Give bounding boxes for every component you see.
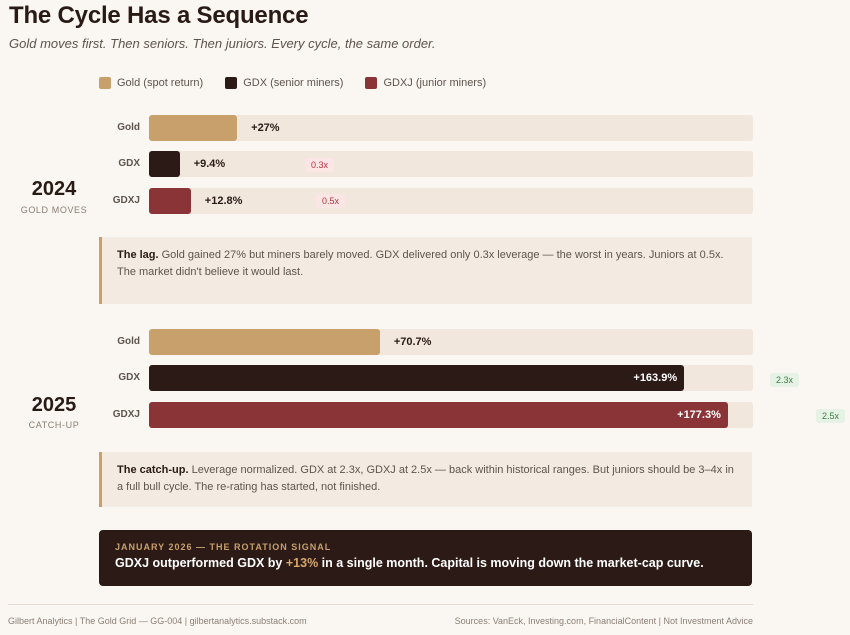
note-the-lag: The lag. Gold gained 27% but miners bare… <box>99 237 752 304</box>
legend-swatch-gdx <box>225 77 238 89</box>
legend-label-gdx: GDX (senior miners) <box>243 77 344 89</box>
leverage-badge-2024-gdx: 0.3x <box>305 158 335 172</box>
signal-text-after: in a single month. Capital is moving dow… <box>318 556 704 570</box>
footer-divider <box>8 604 753 605</box>
bar-2024-gdxj <box>149 188 191 214</box>
note-lag-lead: The lag. <box>117 249 159 261</box>
year-2024: 2024 <box>31 178 77 200</box>
value-label-2024-gdxj: +12.8% <box>204 195 243 207</box>
bar-2025-gdx <box>149 365 685 391</box>
legend: Gold (spot return) GDX (senior miners) G… <box>99 77 508 89</box>
note-lag-text: Gold gained 27% but miners barely moved.… <box>117 249 724 278</box>
legend-label-gold: Gold (spot return) <box>117 77 204 89</box>
legend-item-gold: Gold (spot return) <box>99 77 203 89</box>
value-label-2025-gdx: +163.9% <box>633 372 678 384</box>
leverage-badge-2025-gdxj: 2.5x <box>816 409 846 423</box>
bar-track-2025-gdx: +163.9% <box>149 365 753 391</box>
chart-title: The Cycle Has a Sequence <box>9 2 309 29</box>
bar-track-2025-gdxj: +177.3% <box>149 402 753 428</box>
leverage-badge-2024-gdxj: 0.5x <box>316 194 346 208</box>
value-label-2025-gdxj: +177.3% <box>677 409 721 421</box>
legend-item-gdx: GDX (senior miners) <box>225 77 343 89</box>
bar-track-2024-gdx: +9.4% <box>149 151 753 177</box>
leverage-badge-2025-gdx: 2.3x <box>770 373 800 387</box>
legend-swatch-gdxj <box>365 77 378 89</box>
signal-kicker: JANUARY 2026 — THE ROTATION SIGNAL <box>115 542 332 552</box>
year-2025: 2025 <box>31 394 77 416</box>
row-label-2024-gdx: GDX <box>118 158 140 169</box>
footer-sources: Sources: VanEck, Investing.com, Financia… <box>454 616 753 626</box>
value-label-2024-gold: +27% <box>251 122 280 134</box>
footer-credit: Gilbert Analytics | The Gold Grid — GG-0… <box>8 616 307 626</box>
signal-text-before: GDXJ outperformed GDX by <box>115 556 286 570</box>
note-catchup-text: Leverage normalized. GDX at 2.3x, GDXJ a… <box>117 464 734 493</box>
bar-2024-gdx <box>149 151 180 177</box>
value-label-2024-gdx: +9.4% <box>193 158 226 170</box>
note-catchup-lead: The catch-up. <box>117 464 189 476</box>
bar-2025-gold <box>149 329 380 355</box>
bar-track-2025-gold: +70.7% <box>149 329 753 355</box>
row-label-2024-gdxj: GDXJ <box>112 195 140 206</box>
bar-track-2024-gdxj: +12.8% <box>149 188 753 214</box>
bar-2024-gold <box>149 115 238 141</box>
value-label-2025-gold: +70.7% <box>393 336 432 348</box>
note-the-catch-up: The catch-up. Leverage normalized. GDX a… <box>99 452 752 507</box>
year-2025-sublabel: CATCH-UP <box>28 420 80 430</box>
year-2024-sublabel: GOLD MOVES <box>20 205 88 215</box>
legend-label-gdxj: GDXJ (junior miners) <box>383 77 487 89</box>
legend-swatch-gold <box>99 77 111 89</box>
bar-2025-gdxj <box>149 402 728 428</box>
row-label-2024-gold: Gold <box>117 122 140 133</box>
row-label-2025-gdx: GDX <box>118 372 140 383</box>
row-label-2025-gdxj: GDXJ <box>112 409 140 420</box>
signal-highlight: +13% <box>285 556 319 570</box>
bar-track-2024-gold: +27% <box>149 115 753 141</box>
signal-text: GDXJ outperformed GDX by +13% in a singl… <box>115 556 736 570</box>
row-label-2025-gold: Gold <box>117 336 140 347</box>
rotation-signal-callout: JANUARY 2026 — THE ROTATION SIGNAL GDXJ … <box>99 530 752 586</box>
chart-subtitle: Gold moves first. Then seniors. Then jun… <box>9 36 436 51</box>
legend-item-gdxj: GDXJ (junior miners) <box>365 77 486 89</box>
